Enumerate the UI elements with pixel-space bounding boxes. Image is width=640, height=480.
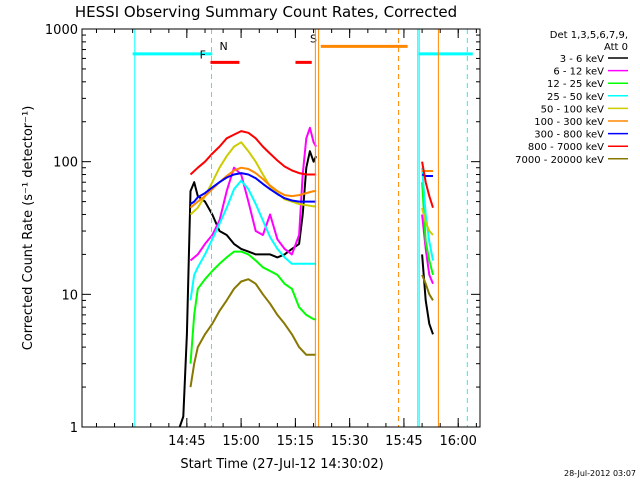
vlines-layer	[134, 29, 468, 427]
y-tick-label: 1000	[45, 23, 78, 38]
x-tick-label: 16:00	[439, 434, 476, 449]
series-line-4-seg-0	[189, 141, 317, 216]
series-line-7-seg-0	[189, 130, 317, 176]
series-line-6-seg-0	[189, 172, 317, 205]
y-axis-label: Corrected Count Rate (s⁻¹ detector⁻¹)	[21, 106, 36, 351]
chart-title: HESSI Observing Summary Count Rates, Cor…	[75, 3, 457, 21]
x-tick-label: 15:45	[385, 434, 422, 449]
series-layer	[178, 126, 434, 428]
x-tick-label: 15:30	[331, 434, 368, 449]
plot-frame	[81, 28, 481, 428]
legend-header-line: Att 0	[604, 42, 628, 53]
flag-label-S: S	[310, 32, 317, 45]
legend-entry-label: 800 - 7000 keV	[528, 142, 604, 153]
series-line-4-seg-1	[421, 207, 434, 236]
y-tick-label: 100	[53, 156, 78, 171]
flag-label-F: F	[200, 48, 206, 61]
flag-label-N: N	[219, 40, 227, 53]
y-tick-label: 10	[61, 288, 78, 303]
legend-entry-label: 3 - 6 keV	[560, 54, 604, 65]
legend: Det 1,3,5,6,7,9,Att 03 - 6 keV 6 - 12 keV…	[515, 30, 628, 166]
series-line-0-seg-0	[178, 150, 318, 428]
legend-entry-label: 25 - 50 keV	[547, 92, 604, 103]
legend-header-line: Det 1,3,5,6,7,9,	[550, 30, 628, 41]
x-tick-label: 15:15	[277, 434, 314, 449]
series-line-3-seg-0	[189, 179, 317, 301]
flags-layer: NF S	[132, 32, 473, 64]
series-line-5-seg-0	[189, 166, 317, 209]
legend-entry-label: 100 - 300 keV	[534, 117, 604, 128]
axes-layer: 14:45 15:00 15:15 15:30 15:45 16:00 1 10 100 1000	[45, 23, 480, 449]
y-tick-label: 1	[70, 421, 78, 436]
legend-entry-label: 12 - 25 keV	[547, 79, 604, 90]
series-line-1-seg-0	[189, 126, 317, 262]
x-axis-label: Start Time (27-Jul-12 14:30:02)	[180, 457, 383, 472]
series-line-7-seg-1	[421, 161, 434, 209]
series-line-1-seg-1	[421, 214, 434, 285]
series-line-8-seg-1	[421, 274, 434, 301]
footer-timestamp: 28-Jul-2012 03:07	[564, 469, 636, 478]
legend-entry-label: 7000 - 20000 keV	[515, 155, 604, 166]
series-line-8-seg-0	[189, 278, 317, 388]
x-tick-label: 14:45	[168, 434, 205, 449]
legend-entry-label: 50 - 100 keV	[541, 104, 605, 115]
legend-entry-label: 6 - 12 keV	[553, 67, 604, 78]
x-tick-label: 15:00	[222, 434, 259, 449]
legend-entry-label: 300 - 800 keV	[534, 130, 604, 141]
series-line-2-seg-0	[189, 250, 317, 364]
